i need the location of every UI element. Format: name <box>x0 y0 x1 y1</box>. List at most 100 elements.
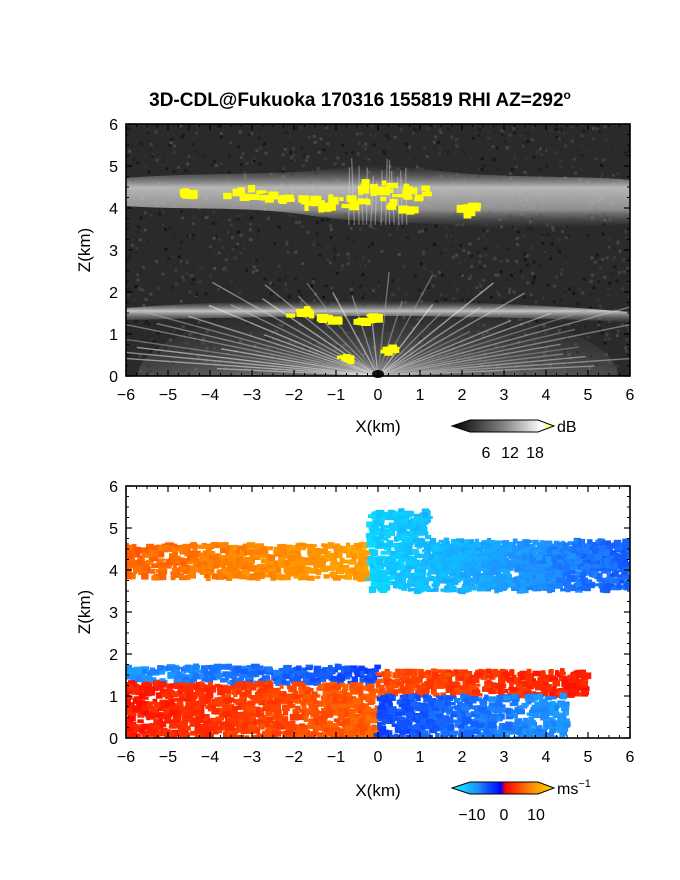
reflectivity-noise-speckle <box>613 256 617 260</box>
velocity-echo-cell <box>305 673 312 678</box>
reflectivity-noise-speckle <box>349 287 353 291</box>
velocity-echo-cell <box>232 550 238 556</box>
velocity-echo-cell <box>617 563 626 569</box>
velocity-echo-cell <box>207 665 216 670</box>
velocity-echo-cell <box>357 549 367 554</box>
reflectivity-noise-speckle <box>187 127 191 131</box>
reflectivity-noise-speckle <box>307 136 311 139</box>
velocity-echo-cell <box>446 570 452 575</box>
reflectivity-noise-speckle <box>231 256 235 260</box>
reflectivity-noise-speckle <box>322 295 325 299</box>
reflectivity-noise-speckle <box>616 329 620 333</box>
reflectivity-noise-speckle <box>305 159 309 163</box>
velocity-echo-cell <box>180 666 187 672</box>
velocity-echo-cell <box>268 569 273 573</box>
velocity-echo-cell <box>249 559 255 564</box>
velocity-echo-cell <box>126 664 129 671</box>
velocity-echo-cell <box>610 586 619 591</box>
reflectivity-noise-speckle <box>598 304 602 308</box>
velocity-echo-cell <box>509 549 517 554</box>
reflectivity-noise-speckle <box>415 129 419 133</box>
velocity-echo-cell <box>390 555 398 559</box>
velocity-echo-cell <box>336 663 342 671</box>
velocity-echo-cell <box>522 554 527 561</box>
velocity-echo-cell <box>313 561 320 569</box>
reflectivity-noise-speckle <box>204 216 208 220</box>
reflectivity-noise-speckle <box>355 255 359 259</box>
reflectivity-noise-speckle <box>130 205 134 209</box>
reflectivity-strong-echo-patch <box>467 202 480 210</box>
reflectivity-noise-speckle <box>437 258 441 262</box>
reflectivity-noise-speckle <box>142 124 146 128</box>
reflectivity-noise-speckle <box>149 214 153 218</box>
reflectivity-noise-speckle <box>604 139 608 143</box>
reflectivity-noise-speckle <box>191 237 195 240</box>
velocity-echo-cell <box>287 555 296 561</box>
reflectivity-noise-speckle <box>363 156 366 160</box>
velocity-echo-cell <box>246 542 256 549</box>
reflectivity-noise-speckle <box>293 214 297 218</box>
velocity-echo-cell <box>126 542 129 549</box>
reflectivity-noise-speckle <box>523 295 527 299</box>
velocity-echo-cell <box>487 553 492 558</box>
velocity-echo-cell <box>432 587 439 592</box>
reflectivity-noise-speckle <box>467 286 471 289</box>
reflectivity-noise-speckle <box>363 264 367 268</box>
reflectivity-noise-speckle <box>328 261 332 265</box>
velocity-echo-cell <box>272 560 278 567</box>
velocity-echo-cell <box>139 547 149 554</box>
reflectivity-noise-speckle <box>127 253 131 257</box>
velocity-echo-cell <box>304 681 311 686</box>
reflectivity-noise-speckle <box>523 258 527 262</box>
reflectivity-noise-speckle <box>606 293 610 297</box>
reflectivity-noise-speckle <box>220 135 224 139</box>
reflectivity-noise-speckle <box>278 278 281 282</box>
velocity-echo-cell <box>308 550 313 555</box>
velocity-echo-cell <box>620 551 628 556</box>
velocity-echo-cell <box>367 556 374 560</box>
reflectivity-noise-speckle <box>299 126 303 129</box>
reflectivity-noise-speckle <box>361 296 365 300</box>
velocity-echo-cell <box>328 675 338 681</box>
reflectivity-noise-speckle <box>439 293 443 297</box>
reflectivity-noise-speckle <box>621 248 625 252</box>
velocity-echo-cell <box>298 565 304 570</box>
reflectivity-noise-speckle <box>231 248 235 251</box>
velocity-echo-cell <box>600 564 605 569</box>
reflectivity-noise-speckle <box>390 293 394 297</box>
reflectivity-radial-beam <box>351 295 379 376</box>
reflectivity-strong-echo-patch <box>415 194 424 199</box>
reflectivity-noise-speckle <box>157 157 161 160</box>
velocity-echo-cell <box>404 583 411 588</box>
reflectivity-noise-speckle <box>448 287 452 291</box>
reflectivity-noise-speckle <box>478 266 482 270</box>
velocity-echo-cell <box>544 556 551 563</box>
velocity-echo-cell <box>360 569 370 575</box>
velocity-echo-cell <box>376 558 384 566</box>
reflectivity-noise-speckle <box>424 228 428 232</box>
velocity-echo-cell <box>428 553 433 560</box>
velocity-echo-cell <box>293 670 302 676</box>
reflectivity-noise-speckle <box>249 210 253 214</box>
reflectivity-noise-speckle <box>167 332 171 336</box>
velocity-echo-cell <box>363 574 372 582</box>
velocity-echo-cell <box>622 538 628 543</box>
reflectivity-noise-speckle <box>545 164 549 168</box>
reflectivity-strong-echo-patch <box>380 196 386 202</box>
reflectivity-strong-echo-patch <box>403 195 413 200</box>
reflectivity-radial-beam <box>156 322 379 376</box>
reflectivity-noise-speckle <box>444 294 448 298</box>
velocity-echo-cell <box>242 543 248 548</box>
reflectivity-noise-speckle <box>139 214 142 218</box>
velocity-echo-cell <box>417 542 423 548</box>
reflectivity-noise-speckle <box>482 228 486 232</box>
reflectivity-strong-echo-patch <box>406 206 415 215</box>
velocity-echo-cell <box>219 677 228 683</box>
reflectivity-noise-speckle <box>143 211 147 215</box>
reflectivity-noise-speckle <box>393 135 397 139</box>
velocity-echo-cell <box>498 576 506 582</box>
velocity-echo-cell <box>412 576 419 583</box>
velocity-echo-cell <box>621 542 630 549</box>
velocity-echo-cell <box>466 549 472 555</box>
